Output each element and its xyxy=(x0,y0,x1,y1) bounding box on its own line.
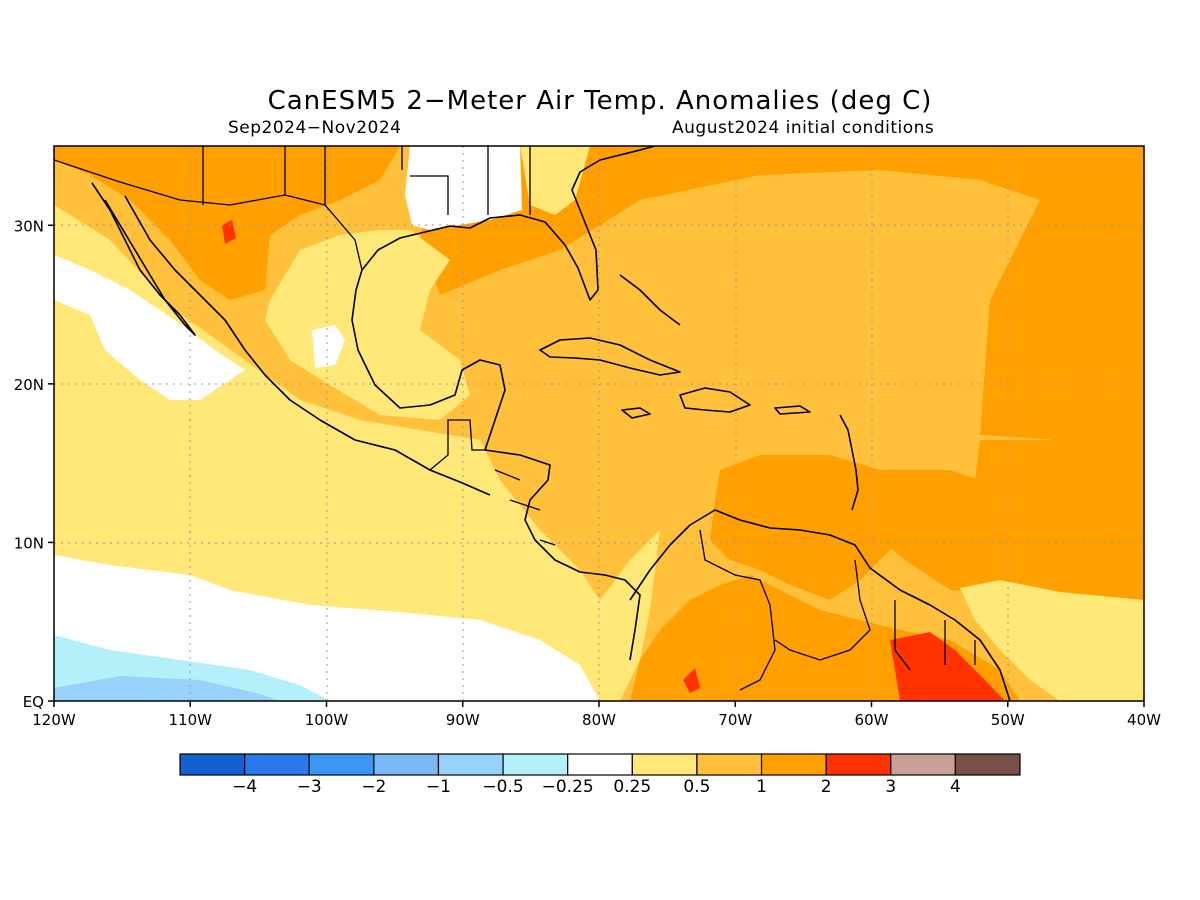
mexico-pacific-coastline xyxy=(124,195,491,496)
colorbar-label: −4 xyxy=(232,777,257,797)
colorbar-label: 4 xyxy=(950,777,961,797)
y-tick-label: 20N xyxy=(14,376,44,394)
colorbar-swatch xyxy=(631,753,698,776)
x-tick-label: 40W xyxy=(1127,711,1161,729)
anomaly-0.25-0.5-florida xyxy=(520,146,590,215)
colorbar-swatch xyxy=(954,753,1021,776)
suriname-guiana-border xyxy=(944,620,976,665)
x-tick-label: 100W xyxy=(305,711,349,729)
colorbar-label: 2 xyxy=(821,777,832,797)
colorbar-label: −3 xyxy=(297,777,322,797)
us-state-borders xyxy=(202,146,531,215)
x-tick-label: 80W xyxy=(582,711,616,729)
forecast-period: Sep2024−Nov2024 xyxy=(228,118,402,138)
anomaly-2-3-guiana xyxy=(890,632,1005,701)
anomaly-1-2-atlantic-north xyxy=(420,146,1144,440)
anomaly-1-2-caribbean-south xyxy=(710,455,980,600)
colorbar-swatch xyxy=(308,753,375,776)
map-title: CanESM5 2−Meter Air Temp. Anomalies (deg… xyxy=(267,86,933,116)
anomaly-2-3-colombia xyxy=(683,668,700,693)
central-america-borders xyxy=(494,469,556,546)
mexico-gulf-coastline xyxy=(351,289,506,451)
x-tick-label: 60W xyxy=(855,711,889,729)
colorbar-swatch xyxy=(502,753,569,776)
central-america-coastline xyxy=(484,449,641,661)
anomaly-1-2-east-atlantic xyxy=(880,200,1144,646)
cuba-coastline xyxy=(539,337,681,376)
venezuela-colombia-border xyxy=(699,529,776,691)
anomaly-neg-0.5-pacific xyxy=(54,676,280,701)
anomaly-0.25-0.5-pacific xyxy=(54,205,660,701)
axis-ticks: 120W 110W 100W 90W 80W 70W 60W 50W 40W EQ 10N 20N 30… xyxy=(14,217,1161,729)
colorbar-label: 0.25 xyxy=(613,777,651,797)
jamaica-coastline xyxy=(621,407,651,419)
x-tick-label: 110W xyxy=(169,711,213,729)
colorbar-label: 1 xyxy=(756,777,767,797)
anomaly-neutral-gulf xyxy=(312,325,345,368)
y-tick-label: 10N xyxy=(14,534,44,552)
anomaly-neutral-pacific-north xyxy=(54,255,245,400)
colorbar-swatch xyxy=(179,753,246,776)
x-tick-label: 120W xyxy=(32,711,76,729)
colorbar-swatch xyxy=(437,753,504,776)
x-tick-label: 50W xyxy=(991,711,1025,729)
colorbar-swatch xyxy=(760,753,827,776)
map-gridlines xyxy=(54,146,1144,701)
guatemala-border xyxy=(429,419,485,471)
colorbar-label: −0.25 xyxy=(542,777,594,797)
colorbar-swatch xyxy=(244,753,310,776)
colorbar: −4 −3 −2 −1 −0.5 −0.25 0.25 0.5 1 2 3 4 xyxy=(179,753,1021,797)
colorbar-swatch xyxy=(567,753,633,776)
us-mexico-border xyxy=(54,159,363,271)
colorbar-label: −1 xyxy=(426,777,451,797)
colorbar-label: −0.5 xyxy=(482,777,523,797)
colorbar-label: −2 xyxy=(361,777,386,797)
venezuela-guyana-border xyxy=(774,559,871,661)
colorbar-label: 0.5 xyxy=(683,777,710,797)
political-borders xyxy=(54,146,976,691)
colorbar-label: 3 xyxy=(885,777,896,797)
guyana-suriname-border xyxy=(894,600,911,671)
y-tick-label: 30N xyxy=(14,217,44,235)
hispaniola-coastline xyxy=(679,387,751,413)
coastlines xyxy=(91,146,1011,701)
x-tick-label: 90W xyxy=(446,711,480,729)
us-gulf-coastline xyxy=(355,146,656,301)
y-tick-label: EQ xyxy=(23,693,44,711)
lesser-antilles xyxy=(839,414,859,511)
anomaly-0.25-0.5-gulf xyxy=(265,230,470,420)
baja-california-coastline xyxy=(91,182,196,336)
anomaly-0.25-0.5-atlantic-south xyxy=(960,580,1144,701)
initial-conditions: August2024 initial conditions xyxy=(672,118,935,138)
colorbar-swatch xyxy=(825,753,892,776)
colorbar-swatch xyxy=(373,753,440,776)
colorbar-swatch xyxy=(890,753,956,776)
bahamas xyxy=(619,274,681,326)
x-tick-label: 70W xyxy=(718,711,752,729)
south-america-north-coastline xyxy=(629,509,1011,701)
anomaly-2-3-mexico xyxy=(222,220,236,244)
puerto-rico-coastline xyxy=(774,405,811,415)
anomaly-field xyxy=(54,146,1144,701)
colorbar-swatch xyxy=(696,753,763,776)
